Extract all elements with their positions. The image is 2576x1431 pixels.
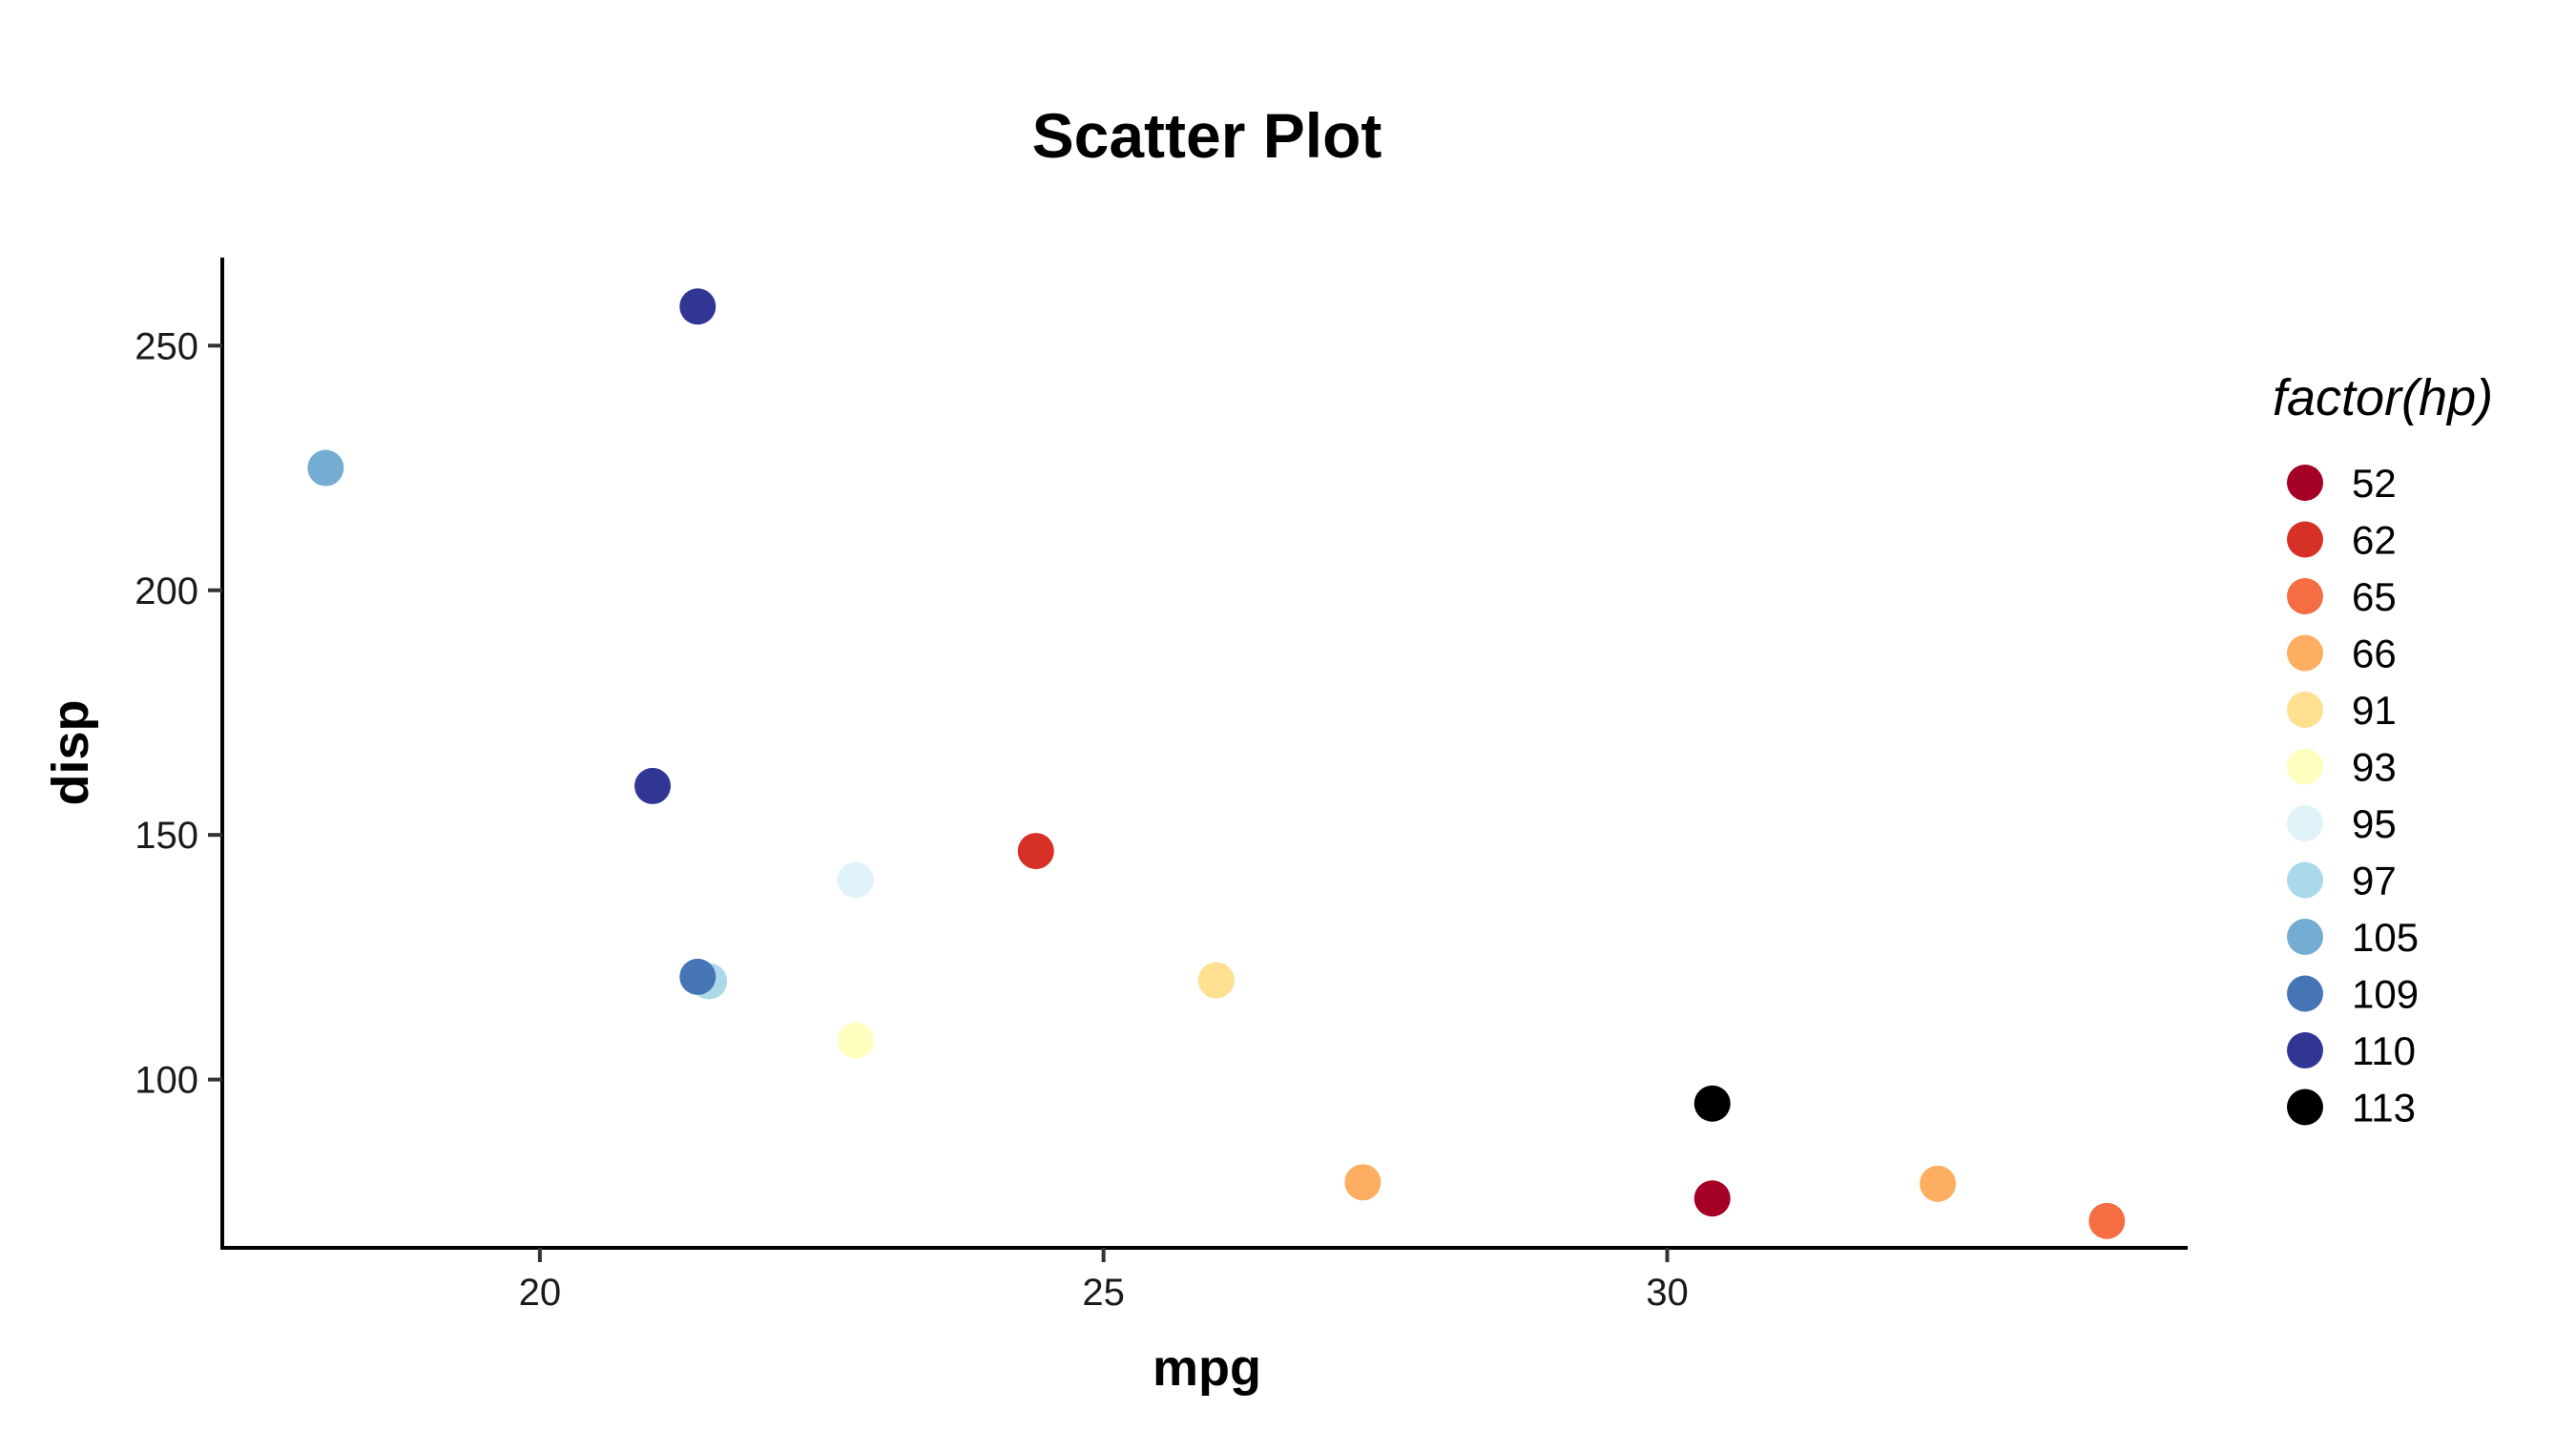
legend-label: 93 [2352, 745, 2397, 790]
data-point [837, 861, 874, 899]
legend-item: 52 [2287, 461, 2397, 506]
legend-item: 97 [2287, 859, 2397, 903]
data-point [634, 767, 672, 804]
legend-title: factor(hp) [2273, 369, 2493, 426]
legend-swatch [2287, 748, 2323, 785]
legend-swatch [2287, 1032, 2323, 1068]
legend-swatch [2287, 805, 2323, 841]
y-axis-ticks: 100 150 200 250 [135, 325, 222, 1102]
legend-swatch [2287, 578, 2323, 614]
legend-label: 109 [2352, 972, 2419, 1017]
legend-item: 91 [2287, 688, 2397, 733]
legend-swatch [2287, 975, 2323, 1012]
y-axis-title: disp [42, 699, 99, 805]
data-point [1920, 1165, 1957, 1202]
legend-swatch [2287, 919, 2323, 955]
data-point [1693, 1180, 1731, 1217]
x-tick-label: 25 [1082, 1272, 1125, 1314]
legend-item: 109 [2287, 972, 2419, 1017]
legend-item: 113 [2287, 1086, 2416, 1130]
legend-swatch [2287, 1089, 2323, 1126]
data-point [837, 1022, 874, 1059]
legend-label: 110 [2352, 1028, 2416, 1073]
legend-swatch [2287, 692, 2323, 728]
x-axis-title: mpg [1153, 1339, 1261, 1397]
data-point [2088, 1202, 2126, 1239]
x-tick-label: 30 [1646, 1272, 1689, 1314]
data-point [679, 288, 717, 325]
x-axis-ticks: 20 25 30 [519, 1248, 1689, 1314]
legend-label: 66 [2352, 632, 2397, 676]
plot-area [307, 288, 2126, 1239]
y-tick-label: 250 [135, 325, 198, 367]
legend-swatch [2287, 465, 2323, 501]
legend-label: 105 [2352, 915, 2419, 960]
y-tick-label: 150 [135, 815, 198, 857]
legend-item: 93 [2287, 745, 2397, 790]
legend-item: 110 [2287, 1028, 2416, 1073]
legend-label: 95 [2352, 801, 2397, 846]
data-point [1197, 962, 1235, 999]
chart-title: Scatter Plot [1032, 100, 1382, 171]
y-tick-label: 100 [135, 1060, 198, 1102]
data-point [1693, 1085, 1731, 1122]
legend-item: 62 [2287, 518, 2397, 563]
data-point [679, 958, 717, 995]
legend-swatch [2287, 521, 2323, 558]
legend-item: 65 [2287, 574, 2397, 619]
legend-label: 65 [2352, 574, 2397, 619]
legend-swatch [2287, 861, 2323, 899]
legend-label: 113 [2352, 1086, 2416, 1130]
legend: 52 62 65 66 91 93 95 97 105 109 110 113 [2287, 461, 2419, 1130]
legend-label: 52 [2352, 461, 2397, 506]
legend-swatch [2287, 634, 2323, 672]
legend-item: 66 [2287, 632, 2397, 676]
legend-item: 95 [2287, 801, 2397, 846]
data-point [307, 449, 344, 487]
legend-label: 91 [2352, 688, 2397, 733]
legend-label: 97 [2352, 859, 2397, 903]
data-point [1344, 1164, 1381, 1201]
x-tick-label: 20 [519, 1272, 562, 1314]
y-tick-label: 200 [135, 570, 198, 612]
legend-label: 62 [2352, 518, 2397, 563]
data-point [1017, 833, 1054, 870]
legend-item: 105 [2287, 915, 2419, 960]
